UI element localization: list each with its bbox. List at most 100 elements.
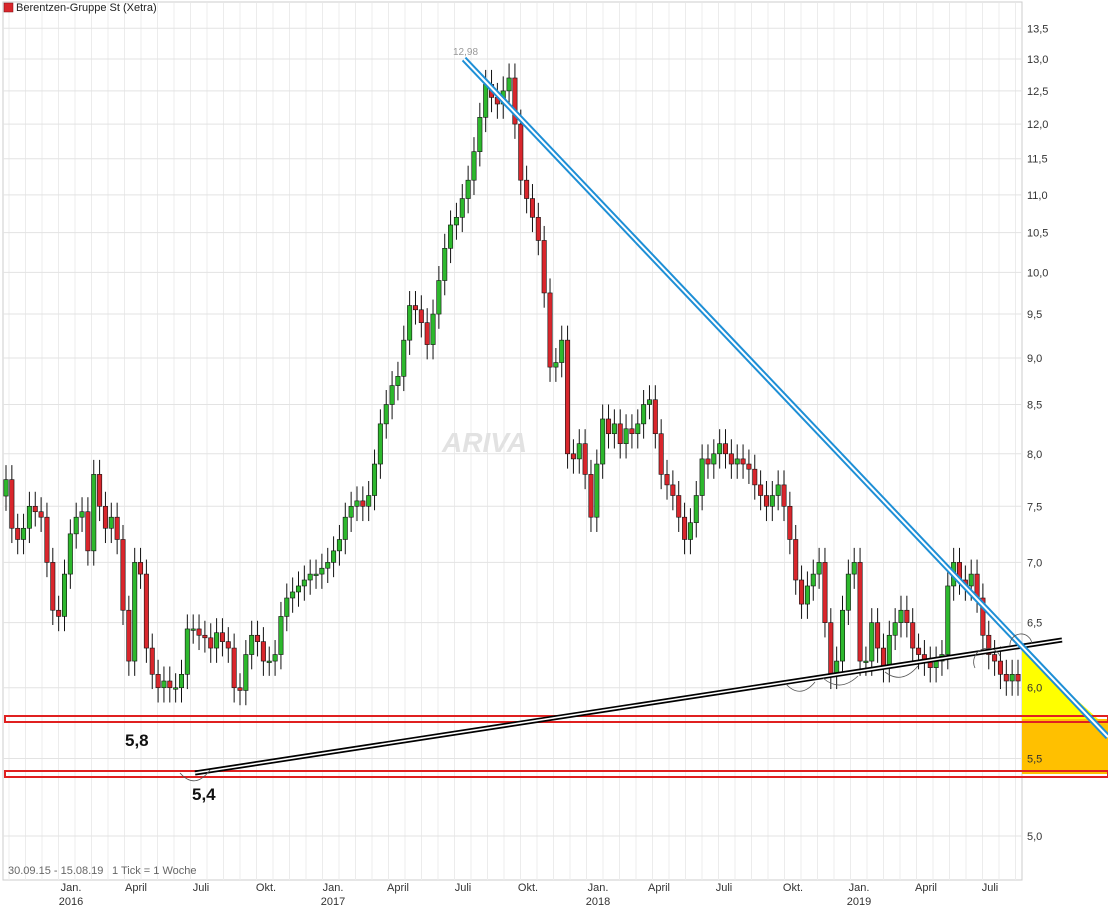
y-tick-label: 12,5 xyxy=(1027,86,1048,98)
candle xyxy=(336,524,342,566)
candle xyxy=(676,481,682,532)
candle xyxy=(214,618,220,663)
candle xyxy=(857,547,863,676)
candle xyxy=(225,627,231,663)
candle xyxy=(518,109,524,195)
candle xyxy=(804,571,810,619)
candle xyxy=(553,348,559,382)
candle xyxy=(980,583,986,651)
candle xyxy=(746,449,752,484)
candle xyxy=(717,429,723,469)
candle xyxy=(465,165,471,214)
candle xyxy=(73,502,79,549)
chart-title: Berentzen-Gruppe St (Xetra) xyxy=(16,2,157,14)
candle xyxy=(623,414,629,459)
candle xyxy=(313,559,319,589)
candle xyxy=(687,508,693,555)
candle xyxy=(372,449,378,511)
candle xyxy=(611,409,617,449)
candle xyxy=(512,63,518,139)
x-tick-label: April xyxy=(648,882,670,894)
watermark: ARIVA xyxy=(441,427,527,458)
y-tick-label: 7,0 xyxy=(1027,557,1042,569)
candle xyxy=(711,439,717,479)
candle xyxy=(284,583,290,632)
candle xyxy=(1003,659,1009,696)
candle xyxy=(272,640,278,676)
candle xyxy=(32,491,38,527)
candle xyxy=(401,325,407,392)
candle xyxy=(541,225,547,308)
candle xyxy=(255,620,261,657)
x-tick-label: Juli xyxy=(982,882,999,894)
y-tick-label: 6,5 xyxy=(1027,618,1042,630)
candle xyxy=(325,547,331,583)
y-tick-label: 8,0 xyxy=(1027,449,1042,461)
candle xyxy=(658,419,664,490)
x-tick-label: Juli xyxy=(716,882,733,894)
candle xyxy=(138,547,144,589)
candle xyxy=(763,481,769,522)
candle xyxy=(646,385,652,420)
x-tick-label: Jan. xyxy=(849,882,870,894)
candle xyxy=(442,233,448,296)
candle xyxy=(945,571,951,670)
x-tick-label: Okt. xyxy=(518,882,538,894)
x-tick-year: 2016 xyxy=(59,896,83,908)
candle xyxy=(629,414,635,449)
candle xyxy=(366,481,372,522)
candle xyxy=(3,465,9,511)
candle xyxy=(904,595,910,638)
candle xyxy=(775,470,781,511)
candle xyxy=(15,513,21,555)
candle xyxy=(570,439,576,474)
candle xyxy=(395,361,401,401)
candle xyxy=(641,389,647,439)
candle xyxy=(173,673,179,703)
candle xyxy=(219,618,225,657)
x-tick-label: April xyxy=(915,882,937,894)
candle xyxy=(79,497,85,532)
candle xyxy=(155,659,161,703)
x-tick-year: 2018 xyxy=(586,896,610,908)
candle xyxy=(143,559,149,663)
x-tick-label: Okt. xyxy=(783,882,803,894)
candle xyxy=(342,502,348,555)
candle xyxy=(161,666,167,703)
date-range-label: 30.09.15 - 15.08.19 xyxy=(8,865,103,877)
candle xyxy=(869,608,875,676)
candle xyxy=(822,547,828,638)
candle xyxy=(617,409,623,459)
candle xyxy=(377,409,383,479)
candle xyxy=(992,640,998,676)
candle xyxy=(190,614,196,644)
candle xyxy=(682,502,688,555)
annotation-5-8: 5,8 xyxy=(125,731,149,750)
candle xyxy=(132,547,138,676)
plot-frame xyxy=(2,1,1023,881)
y-axis-labels: 5,0 5,5 6,0 6,5 7,0 7,5 8,0 8,5 9,0 9,5 10,0 10,5 11… xyxy=(1027,23,1048,843)
candle xyxy=(892,608,898,651)
candle xyxy=(290,577,296,613)
candle xyxy=(114,502,120,555)
candle xyxy=(85,497,91,566)
candle xyxy=(26,491,32,544)
legend-swatch xyxy=(3,2,14,13)
x-tick-label: Juli xyxy=(455,882,472,894)
candle xyxy=(301,565,307,601)
x-tick-label: April xyxy=(125,882,147,894)
candle xyxy=(834,646,840,690)
candle xyxy=(407,291,413,355)
candle xyxy=(91,459,97,566)
candle xyxy=(758,470,764,511)
candle xyxy=(851,547,857,589)
candle xyxy=(453,202,459,240)
y-tick-label: 7,5 xyxy=(1027,501,1042,513)
x-tick-label: Jan. xyxy=(323,882,344,894)
candle xyxy=(997,646,1003,690)
candle xyxy=(723,429,729,469)
candle xyxy=(202,620,208,653)
y-tick-label: 10,5 xyxy=(1027,228,1048,240)
candle xyxy=(149,633,155,690)
